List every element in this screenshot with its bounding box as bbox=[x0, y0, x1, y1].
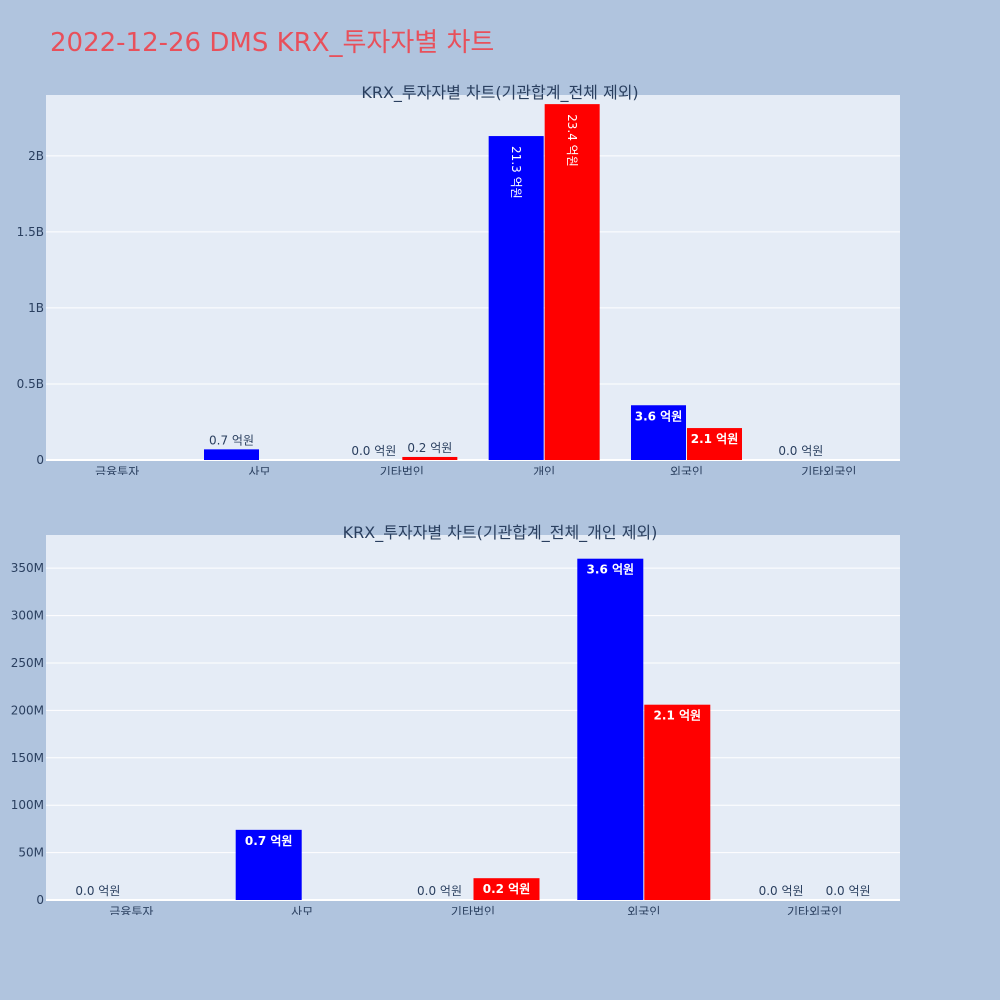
bar-label: 0.0 억원 bbox=[778, 444, 823, 458]
chart-panel-2: KRX_투자자별 차트(기관합계_전체_개인 제외) 0 50M 100M 150M 2… bbox=[0, 515, 1000, 919]
page-title: 2022-12-26 DMS KRX_투자자별 차트 bbox=[50, 28, 495, 58]
y-tick-label: 2B bbox=[28, 149, 44, 163]
x-tick-label: 개인 bbox=[533, 465, 555, 475]
bar-label: 23.4 억원 bbox=[565, 114, 579, 167]
x-tick-label: 사모 bbox=[291, 905, 313, 915]
bar bbox=[204, 449, 259, 460]
bar-label: 0.2 억원 bbox=[483, 882, 531, 896]
y-tick-label: 1.5B bbox=[17, 225, 44, 239]
bar-label: 0.7 억원 bbox=[245, 834, 293, 848]
y-tick-label: 0 bbox=[36, 893, 44, 907]
x-tick-label: 기타외국인 bbox=[787, 905, 842, 915]
x-tick-label: 기타외국인 bbox=[801, 465, 856, 475]
y-tick-label: 350M bbox=[11, 561, 44, 575]
chart-title-1: KRX_투자자별 차트(기관합계_전체 제외) bbox=[361, 83, 639, 102]
y-tick-label: 50M bbox=[18, 846, 44, 860]
bar-label: 0.0 억원 bbox=[759, 884, 804, 898]
bar-label: 0.0 억원 bbox=[826, 884, 871, 898]
bar-label: 3.6 억원 bbox=[635, 409, 683, 423]
bar-label: 0.0 억원 bbox=[75, 884, 120, 898]
bar bbox=[577, 558, 644, 900]
bar-label: 0.0 억원 bbox=[417, 884, 462, 898]
bar bbox=[631, 405, 686, 460]
x-tick-label: 금융투자 bbox=[109, 905, 153, 915]
y-tick-label: 1B bbox=[28, 301, 44, 315]
x-tick-label: 기타법인 bbox=[451, 905, 495, 915]
x-tick-label: 기타법인 bbox=[380, 465, 424, 475]
bar bbox=[235, 829, 302, 900]
bar bbox=[644, 704, 711, 900]
plot-area bbox=[46, 95, 900, 460]
bar-label: 2.1 억원 bbox=[654, 709, 702, 723]
y-tick-label: 0.5B bbox=[17, 377, 44, 391]
chart-2: 0 50M 100M 150M 200M 250M 300M 350M 금융투자 사모 기타법인 외국… bbox=[11, 535, 900, 919]
plot-area bbox=[46, 535, 900, 900]
y-tick-label: 250M bbox=[11, 656, 44, 670]
chart-1: 0 0.5B 1B 1.5B 2B 금융투자 사모 기타법인 개인 외국인 기타외국인 0.7 억원 0… bbox=[17, 95, 900, 479]
x-tick-label: 외국인 bbox=[670, 465, 703, 475]
bar-label: 0.2 억원 bbox=[407, 441, 452, 455]
bar bbox=[473, 878, 540, 900]
bar-label: 2.1 억원 bbox=[691, 432, 739, 446]
chart-title-2: KRX_투자자별 차트(기관합계_전체_개인 제외) bbox=[342, 523, 658, 542]
chart-panel-1: KRX_투자자별 차트(기관합계_전체 제외) 0 0.5B 1B 1.5B 2B 금융투… bbox=[0, 75, 1000, 479]
bar bbox=[402, 456, 458, 460]
bar bbox=[687, 428, 742, 460]
x-tick-label: 금융투자 bbox=[95, 465, 139, 475]
bar-label: 3.6 억원 bbox=[587, 563, 635, 577]
bar-label: 0.0 억원 bbox=[351, 444, 396, 458]
y-tick-label: 0 bbox=[36, 453, 44, 467]
y-tick-label: 200M bbox=[11, 703, 44, 717]
bar-label: 21.3 억원 bbox=[509, 146, 523, 199]
bar bbox=[488, 136, 544, 460]
bar-label: 0.7 억원 bbox=[209, 433, 254, 447]
y-tick-label: 100M bbox=[11, 798, 44, 812]
y-tick-label: 300M bbox=[11, 609, 44, 623]
x-tick-label: 외국인 bbox=[627, 905, 660, 915]
x-tick-label: 사모 bbox=[248, 465, 270, 475]
y-tick-label: 150M bbox=[11, 751, 44, 765]
bar bbox=[544, 104, 600, 460]
